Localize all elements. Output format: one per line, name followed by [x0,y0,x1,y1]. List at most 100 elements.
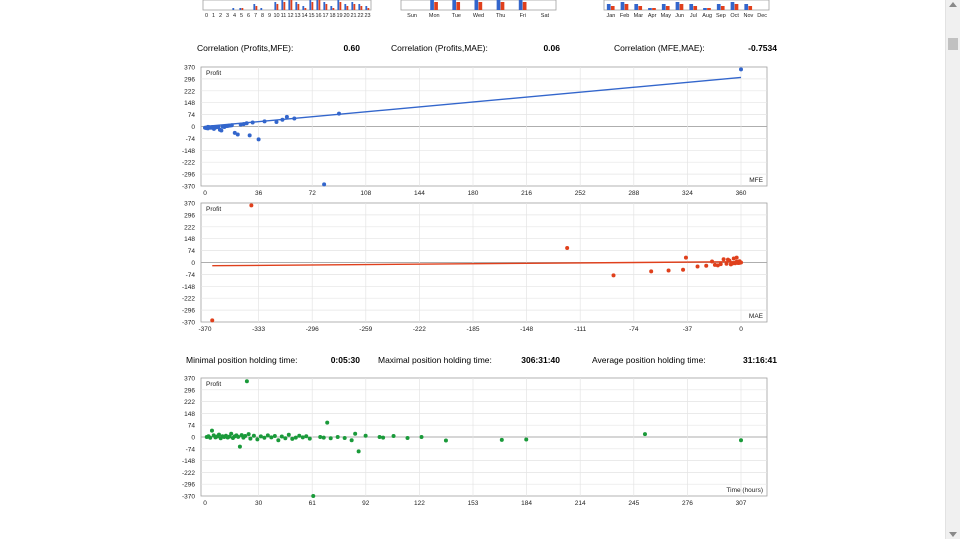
mae-y-tick-label: 148 [184,236,195,243]
mae-data-point [695,264,700,269]
time-data-point [209,428,214,433]
mfe-y-tick-label: 148 [184,100,195,107]
weekday-bar [452,0,457,10]
time-data-point [307,436,312,441]
hour-bar [316,0,319,10]
month-bar [703,8,707,10]
mfe-x-tick-label: 252 [575,190,586,197]
hour-bar [325,4,328,10]
hour-bar [295,2,298,10]
hour-bar [253,4,256,10]
mae-x-tick-label: -185 [466,326,479,333]
mfe-x-tick-label: 36 [255,190,263,197]
time-y-tick-label: -222 [182,470,195,477]
month-tick-label: Feb [620,13,629,19]
mae-y-tick-label: -74 [186,272,196,279]
time-data-point [255,437,260,442]
hour-bar [337,0,340,10]
time-data-point [208,435,213,440]
mae-data-point [734,259,739,264]
month-bar [661,4,666,10]
month-bar-chart: Jan Feb Mar Apr May Jun Jul Aug Sep Oct Nov Dec [603,0,770,19]
time-data-point [321,435,326,440]
month-bar [693,6,698,10]
time-data-point [405,435,410,440]
time-data-point [363,433,368,438]
month-tick-label: Sep [716,13,726,19]
weekday-bar [474,0,479,10]
vertical-scrollbar[interactable] [945,0,960,539]
time-data-point [328,436,333,441]
time-scatter-chart: 370 296 222 148 74 0 -74 -148 -222 -296 -370 0 30 61 9… [182,376,768,507]
month-bar [734,4,739,10]
time-data-point [246,432,251,437]
hour-bar [276,4,279,10]
time-data-point [443,438,448,443]
time-data-point [279,434,284,439]
time-data-point [229,431,234,436]
scroll-up-icon[interactable] [949,2,957,7]
mfe-data-point [262,119,267,124]
mae-y-axis-label: Profit [206,206,221,213]
mae-data-point [649,269,654,274]
mae-data-point [721,257,726,262]
hour-bar [311,2,314,10]
time-data-point [356,449,361,454]
weekday-tick-label: Fri [520,13,526,19]
time-data-point [524,437,529,442]
month-bar [648,8,652,10]
weekday-tick-label: Sun [407,13,417,19]
weekday-bar [496,0,501,10]
hour-tick-label: 16 [315,13,321,19]
mfe-data-point [232,130,237,135]
time-data-point [391,434,396,439]
time-data-point [297,433,302,438]
time-data-point [290,436,295,441]
hour-bar [281,0,284,10]
mfe-x-tick-label: 0 [203,190,207,197]
mae-data-point [724,261,729,266]
time-y-tick-label: 370 [184,376,195,383]
mae-data-point [666,268,671,273]
mae-x-tick-label: -37 [683,326,693,333]
scroll-down-icon[interactable] [949,532,957,537]
month-bar [707,8,711,10]
mfe-x-tick-label: 216 [521,190,532,197]
mae-x-tick-label: -74 [629,326,639,333]
mae-data-point [728,262,733,267]
mfe-data-point [235,132,240,137]
mae-data-point [681,267,686,272]
mae-x-tick-label: -370 [198,326,211,333]
month-tick-label: Mar [634,13,644,19]
mfe-x-tick-label: 180 [468,190,479,197]
hour-tick-label: 23 [364,13,370,19]
hour-tick-label: 20 [343,13,349,19]
time-data-point [283,436,288,441]
mae-x-tick-label: -222 [413,326,426,333]
hour-bar [288,0,291,10]
scroll-thumb[interactable] [948,38,958,50]
hour-tick-label: 4 [233,13,236,19]
mae-y-tick-label: 370 [184,201,195,208]
hour-tick-label: 0 [205,13,208,19]
month-tick-label: Nov [743,13,753,19]
month-bar [730,2,735,10]
month-tick-label: Jul [690,13,697,19]
hour-bar [346,6,349,10]
mae-data-point [704,263,709,268]
mfe-y-tick-label: -74 [186,136,196,143]
hour-tick-label: 13 [294,13,300,19]
time-data-point [248,436,253,441]
mfe-data-point [238,122,243,127]
hour-tick-label: 11 [281,13,287,19]
month-tick-label: Oct [730,13,739,19]
mfe-scatter-chart: 370 296 222 148 74 0 -74 -148 -222 -296 -370 0 36 72 1… [182,65,768,197]
mfe-data-point [229,123,234,128]
month-tick-label: Apr [648,13,657,19]
hour-bar [365,6,368,10]
hour-tick-label: 14 [301,13,307,19]
time-data-point [244,379,249,384]
weekday-tick-label: Mon [429,13,440,19]
hour-bar [274,2,277,10]
